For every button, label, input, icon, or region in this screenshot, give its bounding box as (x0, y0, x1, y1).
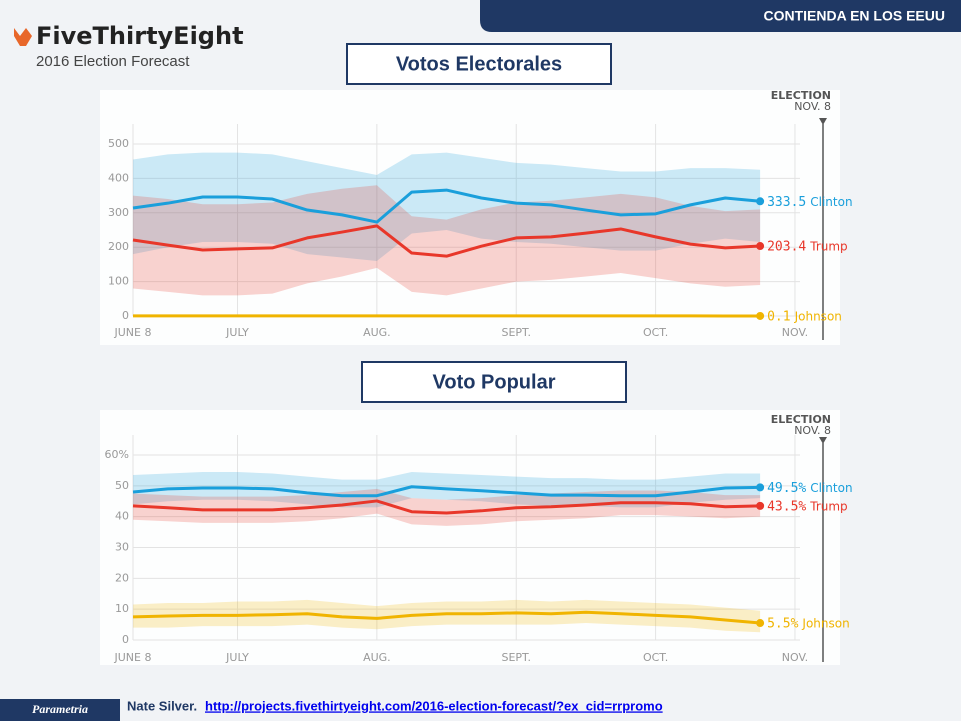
x-tick-label: OCT. (643, 326, 668, 339)
value-label: 49.5% (767, 481, 806, 496)
header-bar (480, 0, 961, 32)
end-point (756, 197, 765, 206)
footer-brand: Parametria (32, 702, 88, 716)
value-label: 43.5% (767, 499, 806, 514)
y-tick-label: 50 (115, 479, 129, 492)
uncertainty-band (133, 152, 761, 261)
end-point (756, 311, 765, 320)
end-point (756, 242, 765, 251)
value-label: 0.1 (767, 309, 790, 324)
title-box (361, 361, 627, 403)
election-marker (819, 118, 827, 125)
value-label: 203.4 (767, 240, 806, 255)
y-tick-label: 0 (122, 633, 129, 646)
series-line (132, 224, 761, 258)
x-tick-label: SEPT. (501, 651, 530, 664)
header-title: CONTIENDA EN LOS EEUU (764, 8, 946, 24)
legend-label: Trump (809, 499, 847, 513)
y-tick-label: 30 (115, 541, 129, 554)
y-tick-label: 0 (122, 309, 129, 322)
end-point (756, 483, 765, 492)
chart-panel (100, 90, 840, 345)
y-tick-label: 20 (115, 571, 129, 584)
value-label: 333.5 (767, 195, 806, 210)
chart-title: Votos Electorales (396, 53, 562, 75)
value-label: 5.5% (767, 617, 798, 632)
logo-name: FiveThirtyEight (36, 22, 244, 50)
uncertainty-band (133, 488, 761, 526)
x-tick-label: JULY (225, 651, 249, 664)
x-tick-label: SEPT. (501, 326, 530, 339)
y-tick-label: 100 (108, 275, 129, 288)
x-tick-label: AUG. (363, 326, 391, 339)
legend-label: Clinton (810, 481, 852, 495)
series-line (132, 485, 761, 498)
x-tick-label: JUNE 8 (114, 651, 152, 664)
y-tick-label: 300 (108, 206, 129, 219)
y-tick-label: 400 (108, 171, 129, 184)
logo-subtitle: 2016 Election Forecast (36, 53, 190, 70)
y-tick-label: 60% (105, 448, 129, 461)
footer-brand-bar (0, 699, 120, 721)
election-annotation: ELECTION (771, 413, 831, 426)
series-line (132, 499, 761, 515)
y-tick-label: 200 (108, 240, 129, 253)
x-tick-label: NOV. (782, 326, 808, 339)
logo-icon (14, 28, 32, 46)
series-line (132, 188, 761, 224)
legend-label: Johnson (794, 309, 842, 323)
series-line (132, 610, 761, 625)
election-annotation: NOV. 8 (794, 424, 831, 437)
y-tick-label: 500 (108, 137, 129, 150)
x-tick-label: JUNE 8 (114, 326, 152, 339)
x-tick-label: JULY (225, 326, 249, 339)
legend-label: Johnson (801, 617, 849, 631)
legend-label: Trump (809, 240, 847, 254)
legend-label: Clinton (810, 195, 852, 209)
uncertainty-band (133, 599, 761, 633)
title-box (346, 43, 612, 85)
y-tick-label: 10 (115, 602, 129, 615)
x-tick-label: AUG. (363, 651, 391, 664)
x-tick-label: OCT. (643, 651, 668, 664)
chart-panel (100, 410, 840, 665)
end-point (756, 619, 765, 628)
footer-author: Nate Silver. (127, 698, 197, 713)
end-point (756, 501, 765, 510)
election-marker (819, 437, 827, 444)
x-tick-label: NOV. (782, 651, 808, 664)
election-annotation: ELECTION (771, 89, 831, 102)
y-tick-label: 40 (115, 510, 129, 523)
footer-link[interactable]: http://projects.fivethirtyeight.com/2016… (205, 698, 663, 713)
chart-title: Voto Popular (433, 371, 556, 393)
election-annotation: NOV. 8 (794, 100, 831, 113)
